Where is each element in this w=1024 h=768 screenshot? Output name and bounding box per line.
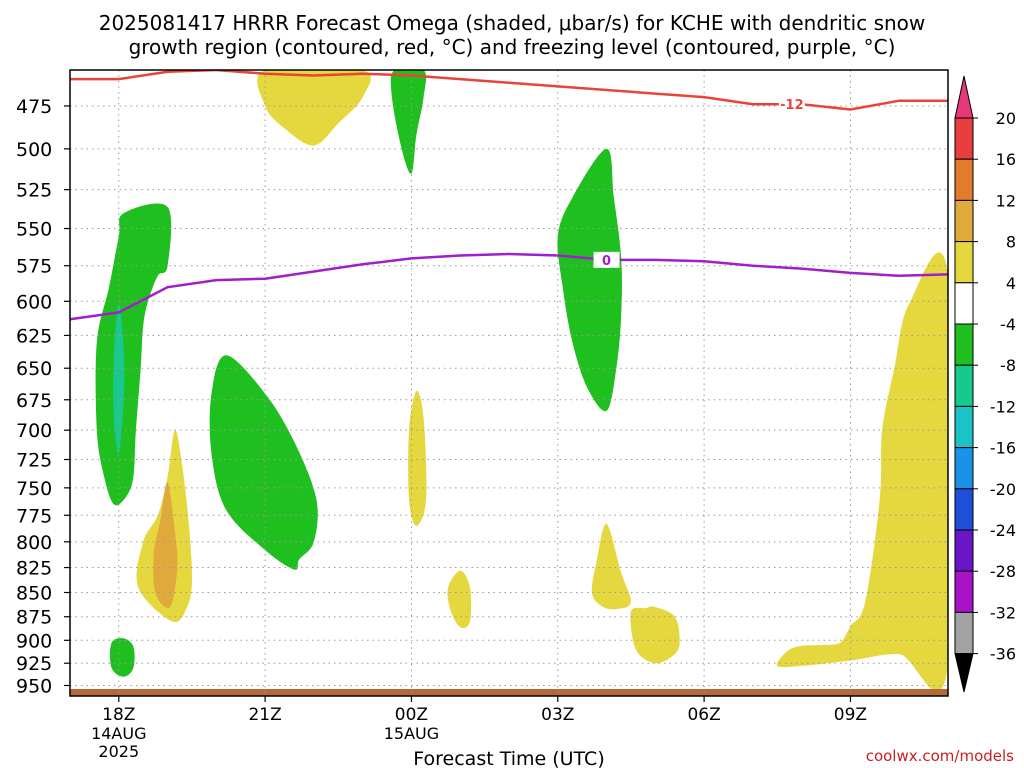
- colorbar-label-3: 12: [996, 191, 1016, 210]
- omega-region-13: [390, 70, 427, 174]
- colorbar-label-10: -20: [990, 480, 1016, 499]
- colorbar-label-6: -4: [1000, 315, 1016, 334]
- colorbar-label-11: -24: [990, 521, 1016, 540]
- y-tick-label-575: 575: [16, 256, 52, 278]
- y-tick-label-500: 500: [16, 139, 52, 161]
- colorbar-label-5: 4: [1006, 274, 1016, 293]
- colorbar-swatch-1: [954, 117, 974, 160]
- y-tick-label-550: 550: [16, 219, 52, 241]
- colorbar-swatch-11: [954, 529, 974, 572]
- contour-label--12: -12: [780, 98, 804, 113]
- colorbar-label-4: 8: [1006, 233, 1016, 252]
- colorbar-swatch-5: [954, 282, 974, 325]
- omega-region-7: [630, 606, 680, 664]
- chart-title-line-1: 2025081417 HRRR Forecast Omega (shaded, …: [99, 11, 926, 35]
- y-tick-label-700: 700: [16, 420, 52, 442]
- colorbar-label-12: -28: [990, 562, 1016, 581]
- omega-region-6: [591, 523, 631, 610]
- y-tick-label-725: 725: [16, 450, 52, 472]
- colorbar-label-7: -8: [1000, 356, 1016, 375]
- omega-shaded-regions: [70, 70, 948, 696]
- colorbar-label-9: -16: [990, 439, 1016, 458]
- y-axis-pressure: 475 500 525 550 575 600 625 650 675 700 725 750 775 8…: [16, 96, 70, 698]
- x-tick-label-21Z: 21Z: [248, 705, 281, 725]
- colorbar-label-13: -32: [990, 603, 1016, 622]
- y-tick-label-675: 675: [16, 390, 52, 412]
- credit-text: coolwx.com/models: [866, 747, 1014, 765]
- omega-region-5: [447, 570, 472, 629]
- colorbar-label-8: -12: [990, 397, 1016, 416]
- x-tick-label-03Z: 03Z: [541, 705, 574, 725]
- x-tick-label-18Z: 18Z: [102, 705, 135, 725]
- colorbar-swatch-12: [954, 570, 974, 613]
- y-tick-label-650: 650: [16, 358, 52, 380]
- x-tick-label-06Z: 06Z: [687, 705, 720, 725]
- colorbar-swatch-13: [954, 611, 974, 655]
- y-tick-label-750: 750: [16, 478, 52, 500]
- omega-region-12: [209, 355, 318, 570]
- y-tick-label-925: 925: [16, 653, 52, 675]
- y-tick-label-775: 775: [16, 505, 52, 527]
- x-date-label-18Z-2: 2025: [98, 742, 139, 761]
- colorbar-swatch-4: [954, 241, 974, 284]
- omega-region-8: [776, 252, 948, 692]
- chart-title-line-2: growth region (contoured, red, °C) and f…: [129, 35, 896, 59]
- x-date-label-18Z-1: 14AUG: [91, 724, 146, 743]
- colorbar-swatch-9: [954, 447, 974, 490]
- x-axis-label: Forecast Time (UTC): [413, 748, 604, 768]
- y-tick-label-800: 800: [16, 532, 52, 554]
- colorbar-swatch-7: [954, 364, 974, 407]
- terrain-strip: [70, 689, 948, 696]
- colorbar-swatch-8: [954, 405, 974, 449]
- colorbar-swatch-10: [954, 488, 974, 531]
- x-tick-label-00Z: 00Z: [395, 705, 428, 725]
- omega-region-1: [257, 70, 371, 146]
- x-date-label-00Z-1: 15AUG: [384, 724, 439, 743]
- y-tick-label-525: 525: [16, 180, 52, 202]
- y-tick-label-825: 825: [16, 558, 52, 580]
- x-tick-label-09Z: 09Z: [834, 705, 867, 725]
- omega-region-3: [153, 482, 178, 609]
- colorbar-label-14: -36: [990, 645, 1016, 664]
- omega-region-14: [557, 148, 622, 412]
- colorbar-label-1: 20: [996, 109, 1016, 128]
- colorbar-swatch-3: [954, 199, 974, 243]
- omega-colorbar-legend: 20 16 12 8 4 -4 -8 -12 -16 -20 -24 -28 -32 -36: [954, 75, 1016, 693]
- contour-line-0: [70, 252, 948, 321]
- contour-label-0: 0: [602, 254, 611, 269]
- colorbar-swatch-2: [954, 158, 974, 201]
- contour-lines: -12 0: [70, 70, 948, 321]
- y-tick-label-950: 950: [16, 676, 52, 698]
- y-tick-label-850: 850: [16, 583, 52, 605]
- omega-region-4: [408, 390, 427, 526]
- colorbar-bottom-arrow: [954, 653, 974, 693]
- contour-label-bg-0: [593, 251, 620, 268]
- y-tick-label-875: 875: [16, 607, 52, 629]
- colorbar-swatch-6: [954, 323, 974, 366]
- contour-label-bg--12: [778, 96, 805, 113]
- omega-region-11: [109, 638, 135, 677]
- colorbar-label-2: 16: [996, 150, 1016, 169]
- y-tick-label-900: 900: [16, 630, 52, 652]
- y-tick-label-475: 475: [16, 96, 52, 118]
- plot-frame: [69, 69, 949, 697]
- y-tick-label-625: 625: [16, 325, 52, 347]
- y-tick-label-600: 600: [16, 291, 52, 313]
